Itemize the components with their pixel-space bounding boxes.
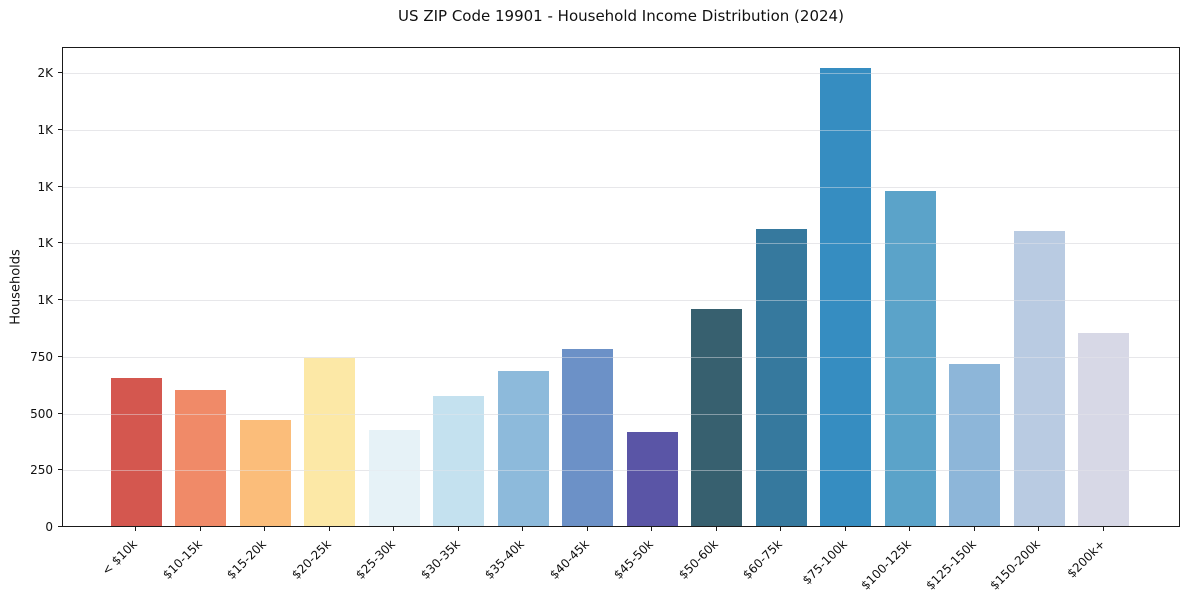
- y-tick-label: 2K: [37, 66, 53, 81]
- bar-75-100k: [820, 67, 871, 526]
- gridline: [63, 356, 1179, 358]
- y-tick-label: 1K: [37, 236, 53, 251]
- bar-100-125k: [884, 191, 936, 526]
- y-axis-label: Households: [8, 249, 24, 325]
- plot-area: [62, 47, 1180, 527]
- gridline: [63, 186, 1179, 188]
- y-tick-mark: [58, 185, 62, 187]
- y-tick-mark: [58, 355, 62, 357]
- gridline-overlay: [63, 413, 1179, 415]
- bar-10-15k: [175, 389, 226, 526]
- y-tick-label: 250: [30, 463, 53, 478]
- bar-25-30k: [368, 429, 420, 526]
- y-tick-label: 0: [45, 520, 53, 534]
- y-tick-label: 750: [30, 349, 53, 364]
- y-tick-label: 1K: [37, 122, 53, 137]
- bar-20-25k: [304, 358, 355, 526]
- gridline-overlay: [63, 243, 1179, 245]
- x-tick-mark: [393, 527, 394, 531]
- x-tick-mark: [199, 527, 201, 531]
- x-tick-mark: [135, 527, 136, 531]
- y-tick-mark: [58, 526, 62, 527]
- y-tick-label: 1K: [37, 293, 53, 308]
- gridline-overlay: [63, 186, 1179, 188]
- x-tick-mark: [1038, 527, 1039, 531]
- gridline: [63, 413, 1179, 415]
- bar-10k: [110, 378, 162, 526]
- bar-45-50k: [626, 431, 678, 526]
- gridline: [63, 73, 1179, 75]
- x-tick-mark: [844, 527, 846, 531]
- x-tick-mark: [457, 527, 459, 531]
- gridline: [63, 300, 1179, 302]
- chart-title: US ZIP Code 19901 - Household Income Dis…: [398, 7, 844, 25]
- x-tick-mark: [264, 527, 265, 531]
- bar-50-60k: [691, 309, 742, 526]
- x-tick-mark: [328, 527, 330, 531]
- gridline-overlay: [63, 73, 1179, 75]
- x-tick-label: < $10k: [99, 537, 140, 578]
- bar-30-35k: [433, 395, 484, 526]
- bar-60-75k: [755, 228, 807, 526]
- bar-200k: [1078, 333, 1129, 526]
- y-tick-mark: [58, 469, 62, 471]
- y-tick-label: 1K: [37, 179, 53, 194]
- gridline-overlay: [63, 470, 1179, 472]
- x-tick-mark: [715, 527, 717, 531]
- gridline-overlay: [63, 129, 1179, 131]
- y-tick-mark: [58, 242, 62, 244]
- y-tick-mark: [58, 72, 62, 74]
- bar-125-150k: [949, 363, 1000, 526]
- x-tick-mark: [651, 527, 652, 531]
- bar-150-200k: [1013, 230, 1065, 526]
- bar-15-20k: [239, 420, 291, 526]
- gridline: [63, 470, 1179, 472]
- x-tick-mark: [909, 527, 910, 531]
- gridline-overlay: [63, 356, 1179, 358]
- bar-40-45k: [562, 348, 613, 526]
- y-tick-label: 500: [30, 406, 53, 421]
- gridline-overlay: [63, 300, 1179, 302]
- gridline: [63, 129, 1179, 131]
- x-tick-mark: [586, 527, 588, 531]
- gridline: [63, 243, 1179, 245]
- x-tick-mark: [522, 527, 523, 531]
- x-tick-mark: [780, 527, 781, 531]
- bar-35-40k: [497, 370, 549, 526]
- x-tick-mark: [1102, 527, 1104, 531]
- x-tick-mark: [973, 527, 975, 531]
- y-tick-mark: [58, 128, 62, 130]
- y-tick-mark: [58, 412, 62, 414]
- y-tick-mark: [58, 299, 62, 301]
